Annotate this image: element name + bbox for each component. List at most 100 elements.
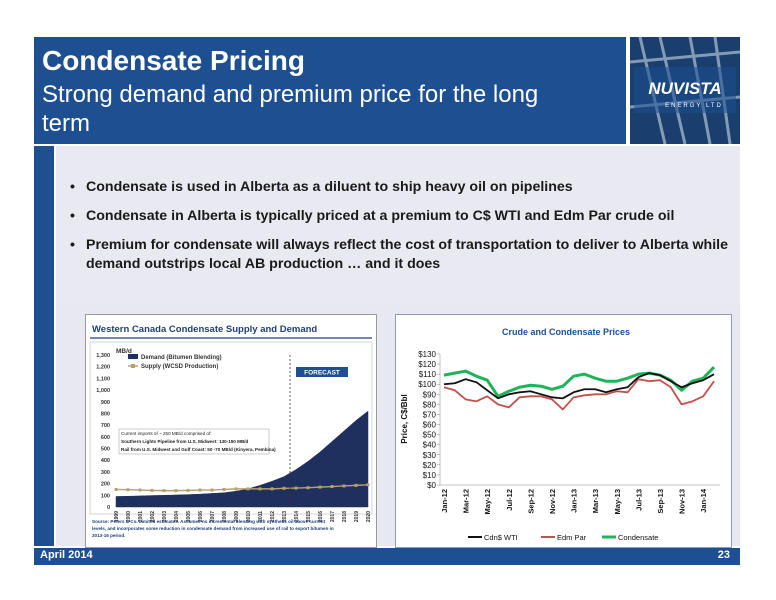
y-unit-label: MB/d bbox=[116, 348, 132, 355]
chart-title: Crude and Condensate Prices bbox=[502, 327, 630, 337]
supply-point bbox=[198, 488, 202, 492]
supply-point bbox=[342, 484, 346, 488]
legend: Cdn$ WTI Edm Par Condensate bbox=[468, 533, 658, 542]
x-tick-label: 2016 bbox=[318, 511, 324, 522]
supply-point bbox=[222, 487, 226, 491]
y-tick-label: $20 bbox=[423, 461, 437, 470]
supply-point bbox=[270, 487, 274, 491]
company-logo: NUVISTA ENERGY LTD bbox=[630, 37, 740, 144]
x-tick-label: Sep-13 bbox=[656, 489, 665, 514]
y-tick-label: $110 bbox=[419, 370, 437, 379]
page-subtitle: Strong demand and premium price for the … bbox=[42, 81, 539, 137]
footer-bar bbox=[34, 548, 740, 565]
wti-line bbox=[443, 372, 715, 400]
import-annotation: Current imports of ~ 250 MB/d comprised … bbox=[118, 428, 276, 455]
x-tick-label: 2013 bbox=[282, 511, 288, 522]
supply-point bbox=[150, 488, 154, 492]
x-tick-label: Jan-13 bbox=[570, 489, 579, 513]
y-tick-label: $120 bbox=[418, 360, 436, 369]
x-tick-label: 2017 bbox=[330, 511, 336, 522]
x-tick-label: 2011 bbox=[258, 511, 264, 522]
x-tick-label: 2018 bbox=[342, 511, 348, 522]
supply-point bbox=[210, 488, 214, 492]
annotation-line: Southern Lights Pipeline from U.S. Midwe… bbox=[121, 439, 249, 444]
left-accent-bar bbox=[34, 146, 54, 546]
legend-swatch-demand bbox=[128, 354, 138, 359]
forecast-label: FORECAST bbox=[304, 370, 340, 377]
annotation-line: Rail from U.S. Midwest and Gulf Coast: 5… bbox=[121, 447, 276, 452]
supply-point bbox=[354, 483, 358, 487]
x-tick-label: 2014 bbox=[294, 511, 300, 522]
x-tick-label: 2019 bbox=[354, 511, 360, 522]
x-tick-label: Jan-14 bbox=[699, 488, 708, 513]
x-tick-label: Sep-12 bbox=[526, 489, 535, 514]
x-tick-label: 2010 bbox=[246, 511, 252, 522]
supply-point bbox=[306, 486, 310, 490]
x-tick-label: 2006 bbox=[198, 511, 204, 522]
x-tick-label: Mar-13 bbox=[591, 489, 600, 513]
x-tick-label: 2002 bbox=[150, 511, 156, 522]
x-tick-label: 2015 bbox=[306, 511, 312, 522]
x-tick-label: 2001 bbox=[138, 511, 144, 522]
source-note: Source: Peters & Co. Limited estimates. … bbox=[92, 519, 334, 538]
x-tick-label: Jan-12 bbox=[440, 489, 449, 513]
legend-label-condensate: Condensate bbox=[618, 533, 658, 542]
x-tick-label: 2000 bbox=[126, 511, 132, 522]
source-text: 2013-16 period. bbox=[92, 533, 125, 538]
x-tick-label: Jul-13 bbox=[634, 489, 643, 511]
legend-label-wti: Cdn$ WTI bbox=[484, 533, 518, 542]
source-text: Source: Peters & Co. Limited estimates. … bbox=[92, 519, 326, 524]
y-tick-label: 400 bbox=[101, 458, 110, 464]
x-tick-label: 2008 bbox=[222, 511, 228, 522]
y-tick-label: $60 bbox=[423, 421, 437, 430]
supply-point bbox=[330, 485, 334, 489]
supply-point bbox=[258, 487, 262, 491]
y-tick-label: $30 bbox=[423, 451, 437, 460]
y-tick-label: $0 bbox=[427, 481, 436, 490]
legend-marker-supply bbox=[131, 364, 135, 368]
x-tick-label: Nov-12 bbox=[548, 489, 557, 514]
y-tick-label: 500 bbox=[101, 447, 110, 453]
supply-demand-chart: Western Canada Condensate Supply and Dem… bbox=[85, 314, 377, 548]
x-tick-label: 2007 bbox=[210, 511, 216, 522]
source-text: levels, and incorporates some reduction … bbox=[92, 526, 334, 531]
y-tick-label: 0 bbox=[107, 505, 110, 511]
y-tick-label: $70 bbox=[423, 410, 437, 419]
supply-point bbox=[366, 483, 370, 487]
y-tick-label: 900 bbox=[101, 400, 110, 406]
x-tick-label: 2012 bbox=[270, 511, 276, 522]
bullet-list: Condensate is used in Alberta as a dilue… bbox=[70, 178, 740, 284]
supply-point bbox=[126, 488, 130, 492]
x-tick-label: 1999 bbox=[114, 511, 120, 522]
supply-point bbox=[174, 489, 178, 493]
y-tick-label: 1,200 bbox=[96, 365, 110, 371]
annotation-box bbox=[118, 428, 270, 455]
y-tick-label: $90 bbox=[423, 390, 437, 399]
x-tick-label: May-13 bbox=[613, 489, 622, 514]
x-tick-label: 2020 bbox=[366, 511, 372, 522]
price-chart-svg: Crude and Condensate Prices Price, C$/Bb… bbox=[400, 327, 720, 542]
bullet-item: Condensate is used in Alberta as a dilue… bbox=[70, 178, 740, 197]
y-tick-label: $50 bbox=[423, 431, 437, 440]
x-tick-label: Jul-12 bbox=[505, 489, 514, 511]
x-tick-label: Mar-12 bbox=[462, 489, 471, 513]
supply-point bbox=[234, 487, 238, 491]
y-axis-label: Price, C$/Bbl bbox=[400, 394, 409, 443]
x-tick-label: 2003 bbox=[162, 511, 168, 522]
y-tick-label: 700 bbox=[101, 423, 110, 429]
footer-date: April 2014 bbox=[40, 549, 93, 561]
forecast-badge bbox=[296, 367, 348, 377]
page-number: 23 bbox=[717, 549, 730, 561]
supply-point bbox=[114, 487, 118, 491]
title-banner bbox=[34, 37, 626, 144]
y-tick-label: $40 bbox=[423, 441, 437, 450]
logo-text: NUVISTA bbox=[648, 79, 721, 98]
x-tick-label: 2009 bbox=[234, 511, 240, 522]
annotation-line: Current imports of ~ 250 MB/d comprised … bbox=[121, 431, 212, 436]
logo-subtext: ENERGY LTD bbox=[665, 103, 723, 109]
supply-point bbox=[282, 486, 286, 490]
supply-point bbox=[294, 486, 298, 490]
y-tick-label: 800 bbox=[101, 411, 110, 417]
edm-par-line bbox=[443, 378, 715, 411]
y-tick-label: $130 bbox=[418, 350, 436, 359]
